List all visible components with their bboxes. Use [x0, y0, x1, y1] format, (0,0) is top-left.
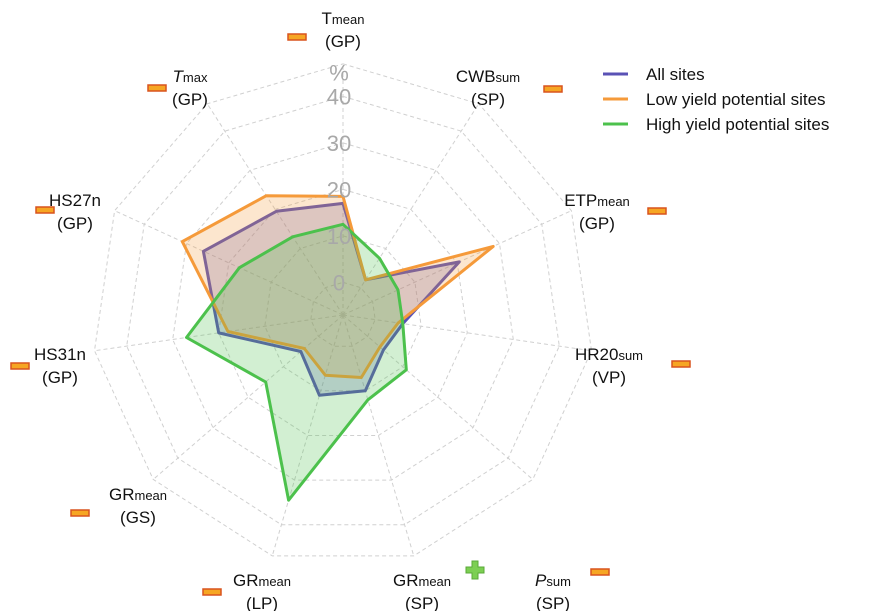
minus-marker: [647, 207, 667, 215]
axis-symbol: GR: [233, 571, 259, 590]
legend-label: All sites: [646, 65, 705, 84]
radial-tick-label: 10: [327, 224, 351, 249]
axis-label: GRmean: [393, 571, 451, 590]
axis-label: GRmean: [233, 571, 291, 590]
minus-marker: [10, 362, 30, 370]
legend: All sites Low yield potential sites High y…: [603, 65, 829, 134]
axis-label: CWBsum: [456, 67, 520, 86]
axis-group: (GP): [325, 32, 361, 51]
minus-marker: [147, 84, 167, 92]
minus-marker: [202, 588, 222, 596]
outer-ring: [93, 63, 593, 557]
axis-group: (GP): [172, 90, 208, 109]
axis-label: HS31n: [34, 345, 86, 364]
axis-symbol: GR: [393, 571, 419, 590]
axis-group: (GS): [120, 508, 156, 527]
minus-marker: [543, 85, 563, 93]
legend-label: Low yield potential sites: [646, 90, 826, 109]
axis-group: (GP): [57, 214, 93, 233]
axis-label: HR20sum: [575, 345, 643, 364]
axis-labels: Tmean(GP)CWBsum(SP)ETPmean(GP)HR20sum(VP…: [10, 9, 691, 611]
axis-subscript: mean: [332, 12, 365, 27]
axis-group: (GP): [579, 214, 615, 233]
radial-tick-label: 40: [327, 84, 351, 109]
axis-symbol: T: [322, 9, 332, 28]
minus-marker: [35, 206, 55, 214]
grid-ring: [172, 142, 514, 481]
axis-symbol: HS27n: [49, 191, 101, 210]
grid-ring: [264, 235, 422, 392]
axis-subscript: sum: [546, 574, 571, 589]
axis-group: (VP): [592, 368, 626, 387]
axis-symbol: HS31n: [34, 345, 86, 364]
axis-symbol: T: [173, 67, 185, 86]
grid-ring: [218, 188, 468, 436]
axis-subscript: sum: [618, 348, 643, 363]
axis-symbol: P: [535, 571, 547, 590]
axis-subscript: mean: [134, 488, 167, 503]
axis-subscript: sum: [496, 70, 521, 85]
grid-ring: [310, 281, 376, 347]
axis-group: (SP): [536, 594, 570, 611]
legend-label: High yield potential sites: [646, 115, 829, 134]
axis-label: Tmax: [173, 67, 208, 86]
axis-subscript: max: [183, 70, 208, 85]
grid-ring: [126, 95, 560, 526]
radial-tick-label: 20: [327, 177, 351, 202]
axis-subscript: mean: [258, 574, 291, 589]
minus-marker: [590, 568, 610, 576]
axis-symbol: CWB: [456, 67, 496, 86]
axis-symbol: HR20: [575, 345, 618, 364]
areas: 0 10 20 30 40%: [180, 60, 495, 502]
grid: [93, 63, 593, 557]
series-area: [185, 222, 408, 502]
axis-label: ETPmean: [564, 191, 630, 210]
radial-tick-label: 0: [333, 270, 345, 295]
axis-group: (SP): [405, 594, 439, 611]
series-area: [180, 194, 495, 379]
plus-marker: [465, 560, 485, 580]
minus-marker: [671, 360, 691, 368]
axis-group: (LP): [246, 594, 278, 611]
axis-group: (SP): [471, 90, 505, 109]
radial-tick-label: 30: [327, 131, 351, 156]
axis-label: Tmean: [322, 9, 365, 28]
axis-label: HS27n: [49, 191, 101, 210]
axis-subscript: mean: [418, 574, 451, 589]
unit-label: %: [329, 60, 349, 85]
axis-symbol: ETP: [564, 191, 597, 210]
axis-symbol: GR: [109, 485, 135, 504]
axis-group: (GP): [42, 368, 78, 387]
minus-marker: [287, 33, 307, 41]
axis-subscript: mean: [597, 194, 630, 209]
axis-label: Psum: [535, 571, 571, 590]
minus-marker: [70, 509, 90, 517]
axis-label: GRmean: [109, 485, 167, 504]
